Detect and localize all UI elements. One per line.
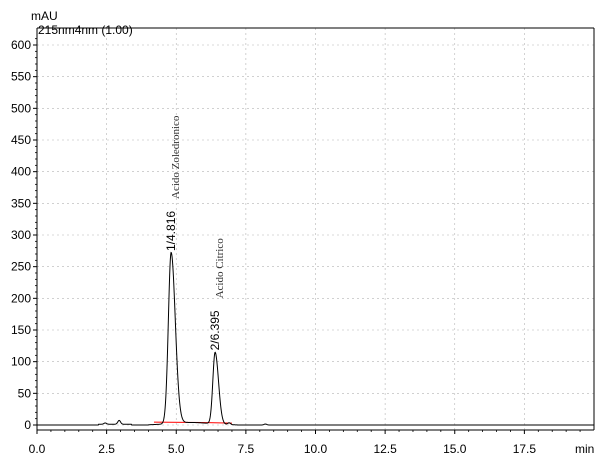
x-axis-ticks: 0.0 2.5 5.0 7.5 10.0 12.5 15.0 17.5 <box>29 430 581 455</box>
y-tick-label: 0 <box>24 418 31 432</box>
x-tick-label: 17.5 <box>513 442 537 455</box>
y-tick-label: 600 <box>11 38 31 52</box>
x-tick-label: 15.0 <box>443 442 467 455</box>
x-tick-label: 10.0 <box>304 442 328 455</box>
peak-retention-label: 2/6.395 <box>208 310 222 350</box>
y-axis-ticks: 0 50 100 150 200 250 300 350 400 450 500 550 600 <box>11 38 37 432</box>
y-tick-label: 350 <box>11 196 31 210</box>
peak-compound-label: Acido Citrico <box>214 238 226 299</box>
y-tick-label: 50 <box>18 386 32 400</box>
baseline-segment <box>201 421 232 424</box>
y-axis-unit-label: mAU <box>31 9 58 23</box>
peak-annotations: 1/4.816 Acido Zoledronico 2/6.395 Acido Cit… <box>164 115 226 350</box>
channel-label: 215nm4nm (1.00) <box>38 23 133 37</box>
series-line-chromatogram <box>37 251 594 426</box>
y-tick-label: 250 <box>11 260 31 274</box>
x-tick-label: 7.5 <box>238 442 255 455</box>
y-tick-label: 450 <box>11 133 31 147</box>
y-tick-label: 150 <box>11 323 31 337</box>
x-tick-label: 2.5 <box>98 442 115 455</box>
x-axis-unit-label: min <box>575 442 594 455</box>
y-tick-label: 550 <box>11 70 31 84</box>
y-tick-label: 300 <box>11 228 31 242</box>
peak-retention-label: 1/4.816 <box>164 211 178 251</box>
peak-compound-label: Acido Zoledronico <box>170 115 182 199</box>
y-tick-label: 400 <box>11 165 31 179</box>
y-tick-label: 200 <box>11 291 31 305</box>
x-tick-label: 5.0 <box>168 442 185 455</box>
y-tick-label: 500 <box>11 101 31 115</box>
x-tick-label: 0.0 <box>29 442 46 455</box>
y-tick-label: 100 <box>11 355 31 369</box>
grid-lines <box>37 28 594 430</box>
x-tick-label: 12.5 <box>373 442 397 455</box>
